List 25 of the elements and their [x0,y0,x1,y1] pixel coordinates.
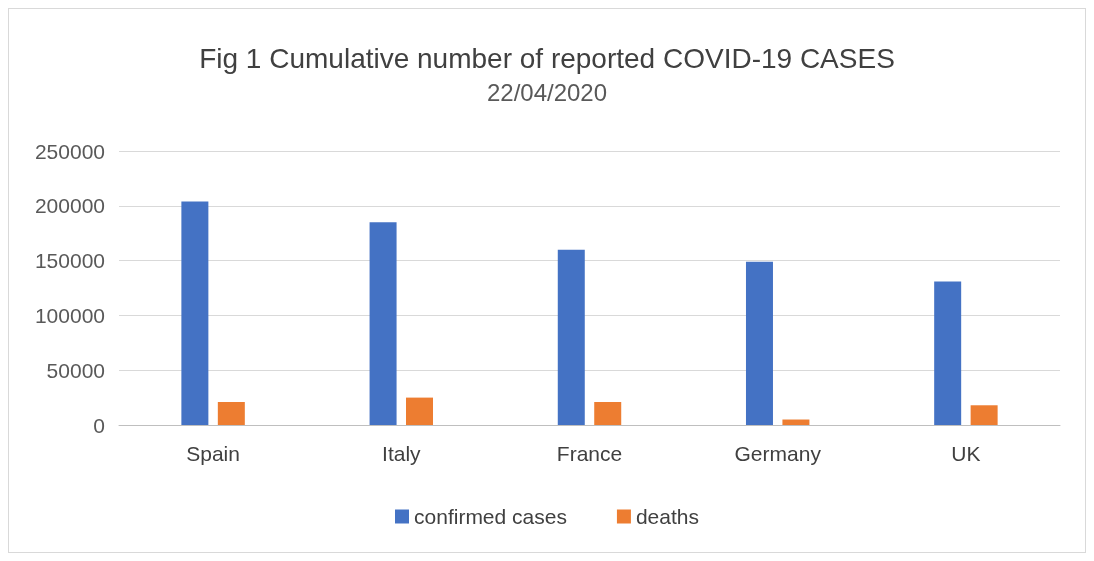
x-tick-label: Germany [734,442,822,465]
y-tick-label: 150000 [34,249,105,273]
y-tick-label: 0 [93,413,105,437]
chart-subtitle: 22/04/2020 [486,78,608,106]
bar [934,281,962,425]
x-tick-label: UK [951,442,981,465]
x-tick-label: Spain [186,442,240,465]
legend-label: confirmed cases [414,505,567,528]
bar [217,401,245,425]
y-tick-label: 200000 [34,194,105,218]
bar [406,397,434,425]
y-tick-label: 50000 [46,358,105,382]
bar [745,261,773,425]
bar [970,405,998,425]
bar [181,201,209,425]
y-tick-label: 100000 [34,303,105,327]
y-tick-label: 250000 [34,139,105,163]
x-tick-label: Italy [382,442,422,465]
bar [594,401,622,425]
bar [369,222,397,425]
bar [782,419,810,425]
legend-label: deaths [635,505,699,528]
bar [557,249,585,425]
chart-title: Fig 1 Cumulative number of reported COVID-19 CASES [199,42,895,74]
x-tick-label: France [556,442,623,465]
